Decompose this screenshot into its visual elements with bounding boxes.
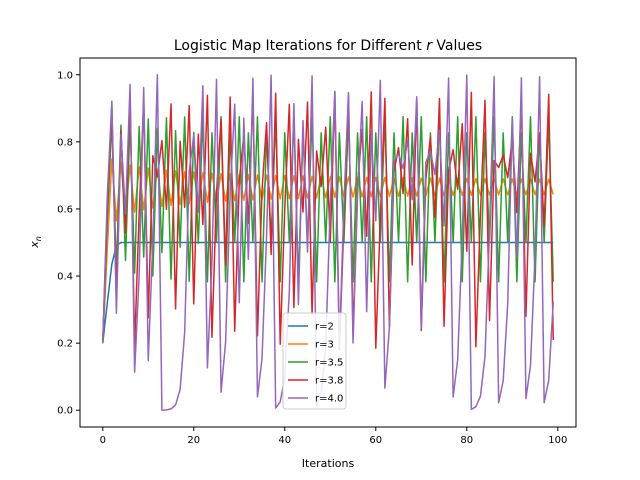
plot-frame xyxy=(79,57,577,428)
series-line-3 xyxy=(102,90,554,351)
y-tick-label: 0.2 xyxy=(57,339,73,350)
x-tick-label: 60 xyxy=(369,435,382,446)
legend-label: r=4.0 xyxy=(315,394,343,405)
y-axis-label: xn xyxy=(28,236,43,249)
y-tick-label: 0.4 xyxy=(57,272,73,283)
legend-label: r=3 xyxy=(315,340,334,351)
x-tick-label: 20 xyxy=(187,435,200,446)
legend-box xyxy=(282,312,347,410)
y-tick-label: 0.8 xyxy=(57,137,73,148)
x-axis-ticks: 0 20 40 60 80 100 xyxy=(100,427,567,446)
x-tick-label: 80 xyxy=(460,435,473,446)
y-tick-label: 0.6 xyxy=(57,204,73,215)
x-axis-label: Iterations xyxy=(302,457,355,470)
x-tick-label: 100 xyxy=(548,435,567,446)
legend-label: r=2 xyxy=(315,322,334,333)
y-tick-label: 1.0 xyxy=(57,70,73,81)
legend-label: r=3.5 xyxy=(315,358,343,369)
legend: r=2 r=3 r=3.5 r=3.8 r=4.0 xyxy=(282,312,347,410)
series-line-4 xyxy=(102,74,554,411)
y-axis-ticks: 0.0 0.2 0.4 0.6 0.8 1.0 xyxy=(57,70,80,417)
x-tick-label: 0 xyxy=(100,435,106,446)
legend-label: r=3.8 xyxy=(315,376,343,387)
chart-title: Logistic Map Iterations for Different r … xyxy=(174,38,482,54)
y-tick-label: 0.0 xyxy=(57,406,73,417)
x-tick-label: 40 xyxy=(278,435,291,446)
series-lines xyxy=(102,74,554,411)
